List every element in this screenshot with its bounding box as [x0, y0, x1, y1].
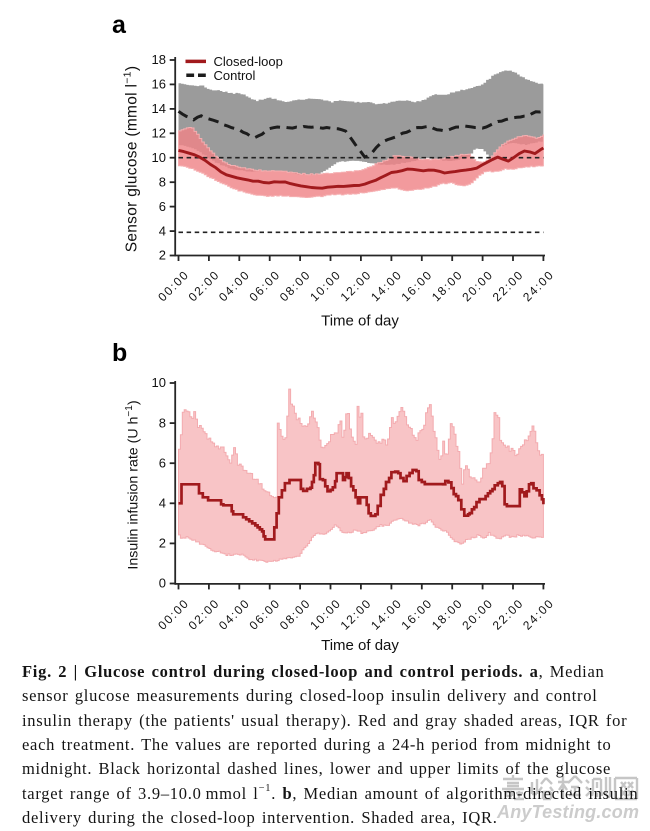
- svg-text:b: b: [112, 339, 127, 367]
- svg-text:18: 18: [152, 52, 166, 67]
- svg-text:2: 2: [159, 536, 166, 551]
- svg-text:10: 10: [152, 150, 166, 165]
- svg-text:8: 8: [159, 415, 166, 430]
- svg-text:6: 6: [159, 455, 166, 470]
- svg-text:10: 10: [152, 375, 166, 390]
- svg-text:Time of day: Time of day: [321, 637, 399, 654]
- svg-text:12: 12: [152, 126, 166, 141]
- svg-text:2: 2: [159, 248, 166, 263]
- svg-text:Sensor glucose (mmol l−1): Sensor glucose (mmol l−1): [122, 66, 141, 253]
- svg-text:Insulin infusion rate (U h−1): Insulin infusion rate (U h−1): [124, 400, 142, 569]
- svg-text:4: 4: [159, 223, 166, 238]
- svg-text:16: 16: [152, 77, 166, 92]
- svg-text:4: 4: [159, 496, 166, 511]
- svg-text:14: 14: [152, 101, 166, 116]
- svg-text:a: a: [112, 11, 127, 39]
- svg-text:Control: Control: [214, 68, 256, 83]
- svg-text:Time of day: Time of day: [321, 313, 399, 330]
- svg-text:Closed-loop: Closed-loop: [214, 54, 283, 69]
- svg-text:6: 6: [159, 199, 166, 214]
- svg-text:8: 8: [159, 174, 166, 189]
- svg-text:0: 0: [159, 576, 166, 591]
